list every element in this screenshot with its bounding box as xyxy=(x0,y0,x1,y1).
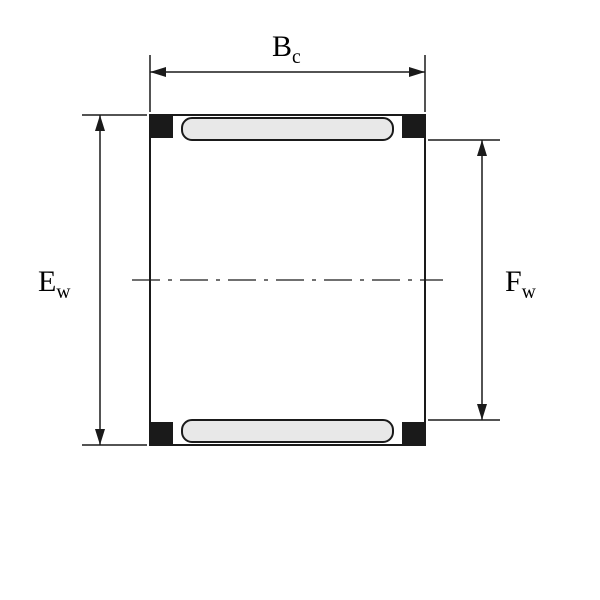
label-fw: Fw xyxy=(505,265,536,304)
label-bc-sub: c xyxy=(292,47,301,68)
label-fw-sub: w xyxy=(522,282,536,303)
label-fw-main: F xyxy=(505,265,522,298)
diagram-stage: Bc Ew Fw xyxy=(0,0,600,600)
label-ew: Ew xyxy=(38,265,70,304)
label-bc: Bc xyxy=(272,30,301,69)
label-ew-sub: w xyxy=(56,282,70,303)
label-bc-main: B xyxy=(272,30,292,63)
label-ew-main: E xyxy=(38,265,56,298)
